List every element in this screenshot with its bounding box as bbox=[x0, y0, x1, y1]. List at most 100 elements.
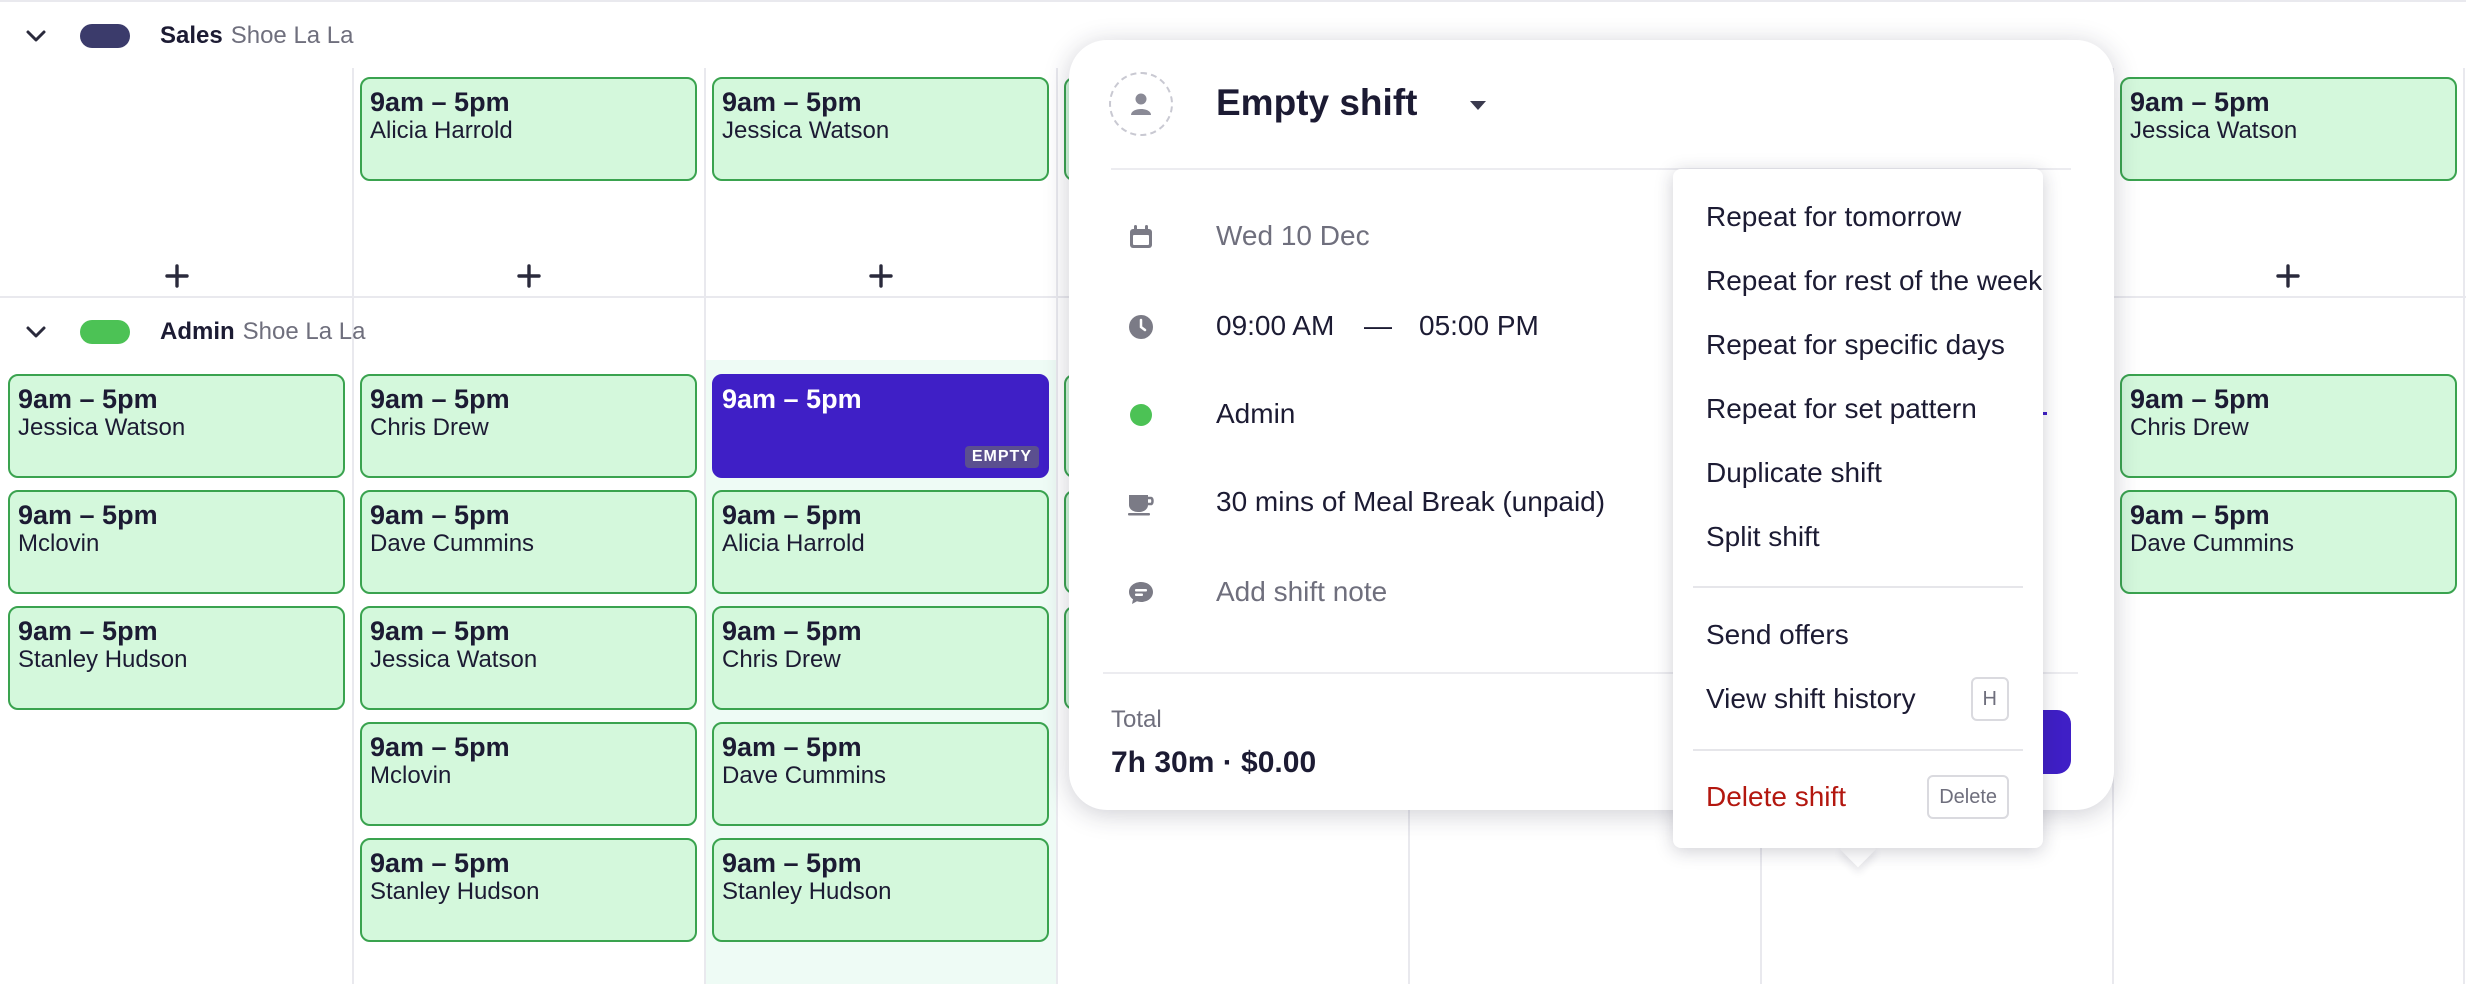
shift-time: 9am – 5pm bbox=[370, 848, 510, 878]
group-header-admin: Admin Shoe La La bbox=[0, 298, 365, 366]
menu-item-repeat-tomorrow[interactable]: Repeat for tomorrow bbox=[1706, 201, 1962, 232]
menu-item-delete-shift[interactable]: Delete shift Delete bbox=[1673, 769, 2043, 825]
group-name: Admin bbox=[160, 318, 235, 345]
meal-break-field[interactable]: 30 mins of Meal Break (unpaid) bbox=[1216, 486, 1606, 517]
shift-time: 9am – 5pm bbox=[722, 87, 862, 117]
group-color-pill bbox=[80, 320, 130, 344]
shift-time: 9am – 5pm bbox=[2130, 87, 2270, 117]
total-value: 7h 30m · $0.00 bbox=[1111, 746, 1317, 779]
grid-line bbox=[352, 68, 354, 984]
shift-card[interactable]: 9am – 5pm Dave Cummins bbox=[712, 722, 1049, 826]
group-header-sales: Sales Shoe La La bbox=[0, 2, 354, 70]
start-time-field[interactable]: 09:00 AM bbox=[1216, 310, 1335, 341]
shift-employee: Jessica Watson bbox=[722, 117, 890, 144]
chevron-down-icon[interactable] bbox=[22, 22, 50, 50]
chevron-down-icon[interactable] bbox=[22, 318, 50, 346]
grid-line bbox=[2463, 68, 2465, 984]
group-name: Sales bbox=[160, 22, 223, 49]
shift-card[interactable]: 9am – 5pm Chris Drew bbox=[2120, 374, 2457, 478]
menu-item-split-shift[interactable]: Split shift bbox=[1706, 521, 1820, 552]
shortcut-key: H bbox=[1970, 677, 2009, 721]
shift-note-input[interactable]: Add shift note bbox=[1216, 576, 1388, 607]
shift-time: 9am – 5pm bbox=[18, 500, 158, 530]
shift-time: 9am – 5pm bbox=[722, 616, 862, 646]
shift-card[interactable]: 9am – 5pm Chris Drew bbox=[360, 374, 697, 478]
end-time-field[interactable]: 05:00 PM bbox=[1419, 310, 1539, 341]
shift-time: 9am – 5pm bbox=[18, 616, 158, 646]
menu-item-send-offers[interactable]: Send offers bbox=[1706, 619, 1849, 650]
person-icon bbox=[1131, 93, 1151, 115]
shift-employee: Alicia Harrold bbox=[370, 117, 513, 144]
shift-employee: Alicia Harrold bbox=[722, 530, 865, 557]
shift-time: 9am – 5pm bbox=[370, 384, 510, 414]
shift-employee: Jessica Watson bbox=[18, 414, 186, 441]
shift-employee: Mclovin bbox=[370, 762, 452, 789]
menu-item-label: View shift history bbox=[1706, 683, 1916, 714]
shift-employee: Jessica Watson bbox=[2130, 117, 2298, 144]
shift-employee: Stanley Hudson bbox=[722, 878, 892, 905]
menu-item-label: Delete shift bbox=[1706, 781, 1847, 812]
shift-card[interactable]: 9am – 5pm Jessica Watson bbox=[2120, 77, 2457, 181]
shift-time: 9am – 5pm bbox=[370, 732, 510, 762]
shift-card[interactable]: 9am – 5pm Stanley Hudson bbox=[360, 838, 697, 942]
total-label: Total bbox=[1111, 706, 1162, 733]
shift-time: 9am – 5pm bbox=[370, 500, 510, 530]
add-shift-plus-icon[interactable] bbox=[2268, 256, 2308, 296]
shift-card[interactable]: 9am – 5pm Mclovin bbox=[360, 722, 697, 826]
shift-employee: Dave Cummins bbox=[370, 530, 535, 557]
group-color-pill bbox=[80, 24, 130, 48]
shift-card[interactable]: 9am – 5pm Alicia Harrold bbox=[712, 490, 1049, 594]
group-location: Shoe La La bbox=[242, 318, 366, 345]
grid-line bbox=[704, 68, 706, 984]
shift-card[interactable]: 9am – 5pm Jessica Watson bbox=[360, 606, 697, 710]
empty-badge: EMPTY bbox=[964, 446, 1039, 468]
area-select[interactable]: Admin bbox=[1216, 398, 1296, 429]
shift-employee: Chris Drew bbox=[722, 646, 841, 673]
add-shift-plus-icon[interactable] bbox=[509, 256, 549, 296]
menu-item-repeat-specific-days[interactable]: Repeat for specific days bbox=[1706, 329, 2005, 360]
shift-card[interactable]: 9am – 5pm Dave Cummins bbox=[360, 490, 697, 594]
shift-employee: Dave Cummins bbox=[722, 762, 887, 789]
grid-line bbox=[0, 0, 2466, 2]
shift-card[interactable]: 9am – 5pm Jessica Watson bbox=[8, 374, 345, 478]
shift-card[interactable]: 9am – 5pm Stanley Hudson bbox=[8, 606, 345, 710]
shift-card[interactable]: 9am – 5pm Mclovin bbox=[8, 490, 345, 594]
divider bbox=[1103, 672, 2078, 674]
menu-separator bbox=[1693, 586, 2023, 588]
caret-down-icon[interactable] bbox=[1466, 95, 1490, 115]
add-shift-plus-icon[interactable] bbox=[861, 256, 901, 296]
shift-time: 9am – 5pm bbox=[370, 87, 510, 117]
shift-employee: Chris Drew bbox=[370, 414, 489, 441]
shift-time: 9am – 5pm bbox=[722, 732, 862, 762]
avatar[interactable] bbox=[1109, 72, 1173, 136]
shift-card[interactable]: 9am – 5pm Chris Drew bbox=[712, 606, 1049, 710]
clock-icon bbox=[1126, 312, 1156, 342]
shift-card[interactable]: 9am – 5pm Dave Cummins bbox=[2120, 490, 2457, 594]
calendar-icon bbox=[1126, 222, 1156, 252]
shift-card[interactable]: 9am – 5pm Stanley Hudson bbox=[712, 838, 1049, 942]
selected-empty-shift-card[interactable]: 9am – 5pm EMPTY bbox=[712, 374, 1049, 478]
group-location: Shoe La La bbox=[230, 22, 354, 49]
shift-time: 9am – 5pm bbox=[370, 616, 510, 646]
shift-time: 9am – 5pm bbox=[2130, 500, 2270, 530]
shift-employee: Jessica Watson bbox=[370, 646, 538, 673]
shift-time: 9am – 5pm bbox=[2130, 384, 2270, 414]
shift-actions-menu: Repeat for tomorrow Repeat for rest of t… bbox=[1673, 169, 2043, 848]
shift-employee: Mclovin bbox=[18, 530, 100, 557]
coffee-cup-icon bbox=[1126, 488, 1156, 518]
add-shift-plus-icon[interactable] bbox=[157, 256, 197, 296]
menu-item-repeat-set-pattern[interactable]: Repeat for set pattern bbox=[1706, 393, 1977, 424]
menu-separator bbox=[1693, 749, 2023, 751]
shift-time: 9am – 5pm bbox=[18, 384, 158, 414]
menu-item-view-shift-history[interactable]: View shift history H bbox=[1673, 671, 2043, 727]
shift-time: 9am – 5pm bbox=[722, 384, 862, 414]
grid-line bbox=[1056, 68, 1058, 984]
shift-title: Empty shift bbox=[1216, 82, 1418, 123]
shift-date[interactable]: Wed 10 Dec bbox=[1216, 220, 1370, 251]
menu-item-repeat-rest-of-week[interactable]: Repeat for rest of the week bbox=[1706, 265, 2043, 296]
menu-item-duplicate-shift[interactable]: Duplicate shift bbox=[1706, 457, 1882, 488]
shift-card[interactable]: 9am – 5pm Alicia Harrold bbox=[360, 77, 697, 181]
shortcut-key: Delete bbox=[1927, 775, 2009, 819]
shift-employee: Dave Cummins bbox=[2130, 530, 2295, 557]
shift-card[interactable]: 9am – 5pm Jessica Watson bbox=[712, 77, 1049, 181]
